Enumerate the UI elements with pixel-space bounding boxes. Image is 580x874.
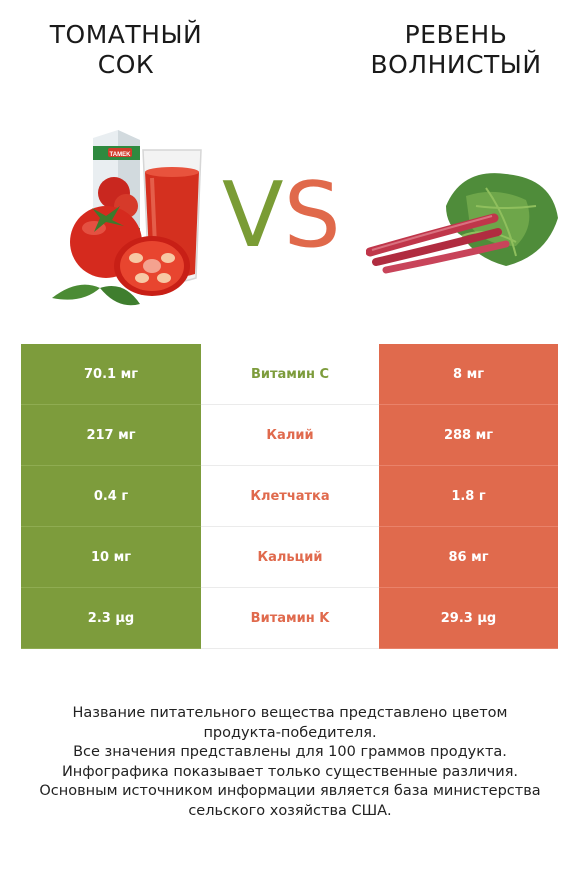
- table-row: 217 мг Калий 288 мг: [21, 405, 558, 466]
- tomato-juice-illustration: TAMEK: [52, 130, 202, 306]
- rhubarb-stalks-icon: [366, 213, 510, 274]
- right-value: 86 мг: [379, 527, 558, 588]
- rhubarb-illustration: [366, 173, 558, 274]
- footer-line: Основным источником информации является …: [39, 783, 541, 799]
- right-value: 288 мг: [379, 405, 558, 466]
- footer-notes: Название питательного вещества представл…: [0, 704, 580, 821]
- vs-v: V: [222, 163, 284, 268]
- left-title-line2: СОК: [97, 50, 155, 79]
- left-value: 217 мг: [21, 405, 201, 466]
- footer-line: продукта-победителя.: [203, 724, 377, 741]
- footer-line: Инфографика показывает только существенн…: [61, 763, 519, 780]
- footer-line: Название питательного вещества представл…: [72, 705, 508, 721]
- left-value: 2.3 µg: [21, 588, 201, 649]
- right-title-line1: РЕВЕНЬ: [404, 20, 508, 49]
- table-row: 10 мг Кальций 86 мг: [21, 527, 558, 588]
- vs-s: S: [283, 163, 341, 268]
- nutrient-name: Калий: [201, 405, 379, 465]
- right-value: 1.8 г: [379, 466, 558, 527]
- left-value: 0.4 г: [21, 466, 201, 527]
- table-row: 2.3 µg Витамин K 29.3 µg: [21, 588, 558, 649]
- left-value: 70.1 мг: [21, 344, 201, 405]
- left-value: 10 мг: [21, 527, 201, 588]
- versus-label: VS: [222, 168, 341, 264]
- right-value: 8 мг: [379, 344, 558, 405]
- sliced-tomato-icon: [114, 236, 190, 296]
- footer-line: сельского хозяйства США.: [188, 802, 392, 819]
- left-product-title: ТОМАТНЫЙ СОК: [6, 20, 246, 80]
- right-product-title: РЕВЕНЬ ВОЛНИСТЫЙ: [336, 20, 576, 80]
- table-row: 0.4 г Клетчатка 1.8 г: [21, 466, 558, 527]
- footer-line: Все значения представлены для 100 граммо…: [73, 744, 507, 760]
- left-title-line1: ТОМАТНЫЙ: [49, 20, 203, 49]
- right-title-line2: ВОЛНИСТЫЙ: [370, 50, 542, 79]
- nutrient-name: Витамин K: [201, 588, 379, 648]
- nutrient-name: Кальций: [201, 527, 379, 587]
- right-value: 29.3 µg: [379, 588, 558, 649]
- juice-box-brand: TAMEK: [110, 152, 132, 158]
- nutrient-name: Витамин C: [201, 344, 379, 404]
- nutrient-name: Клетчатка: [201, 466, 379, 526]
- leaf-icon: [52, 284, 140, 306]
